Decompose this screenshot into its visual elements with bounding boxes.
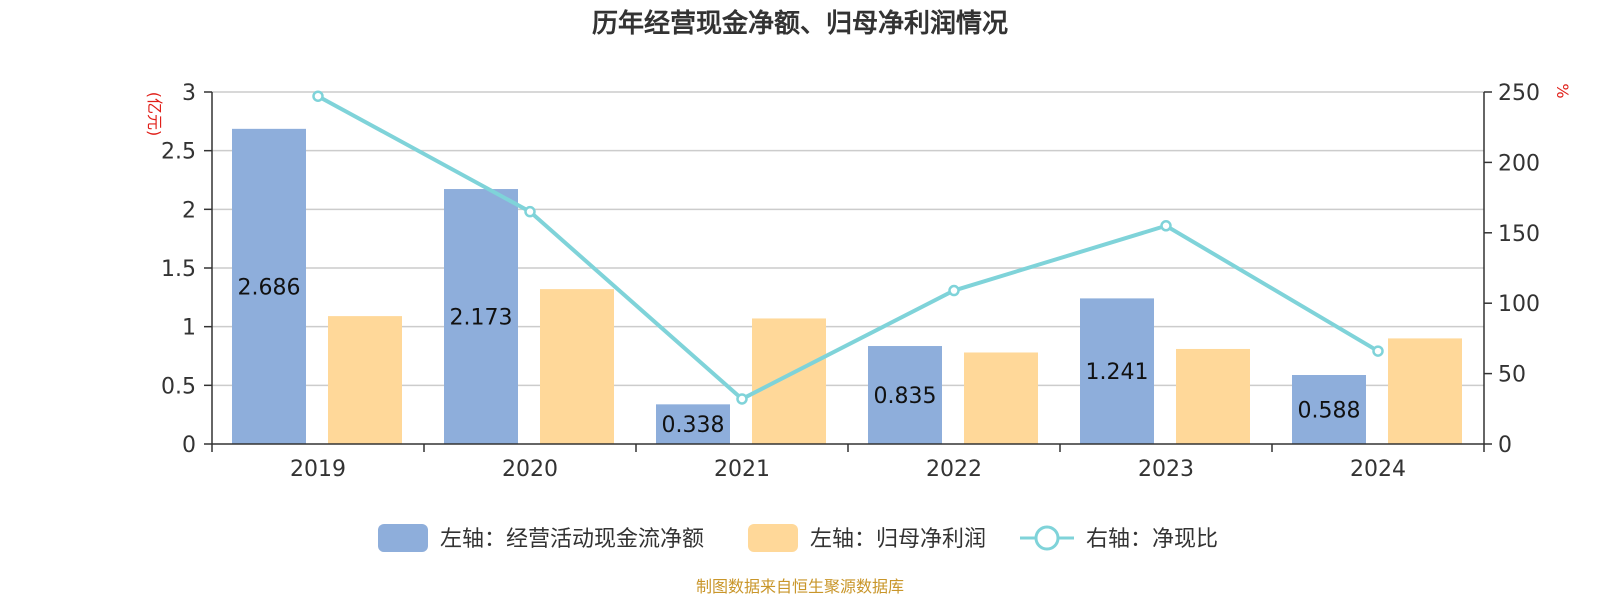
x-tick-label-2021: 2021 [714,457,770,482]
grid-lines [212,91,1484,387]
legend-item-profit[interactable]: 左轴：归母净利润 [748,524,986,552]
x-tick-label-2024: 2024 [1350,457,1406,482]
bar-profit-2023 [1176,348,1250,444]
y-left-tick-label-5: 2.5 [161,140,196,165]
legend-swatch-cashflow [378,524,428,552]
bar-label-cashflow-2021: 0.338 [662,413,725,438]
bar-cashflow-2023 [1080,298,1154,444]
source-note: 制图数据来自恒生聚源数据库 [696,577,904,596]
y-right-tick-labels: 0 50 100 150 200 250 [1498,81,1540,458]
y-left-tick-labels: 0 0.5 1 1.5 2 2.5 3 [161,81,196,458]
y-right-tick-label-1: 50 [1498,363,1526,388]
bar-profit-2019 [328,316,402,444]
ratio-line-path [317,94,1380,402]
bar-cashflow-2024 [1292,375,1366,444]
y-left-tick-label-4: 2 [182,198,196,223]
y-right-tick-label-2: 100 [1498,292,1540,317]
axes [204,91,1492,452]
y-left-tick-label-0: 0 [182,433,196,458]
x-tick-label-2023: 2023 [1138,457,1194,482]
y-right-tick-label-4: 200 [1498,151,1540,176]
ratio-point-2023 [1160,220,1172,232]
ratio-point-2019 [312,90,324,102]
bar-label-cashflow-2020: 2.173 [450,306,513,331]
bar-cashflow-2019 [232,128,306,445]
y-left-tick-label-3: 1.5 [161,257,196,282]
y-right-tick-label-0: 0 [1498,433,1512,458]
y-left-tick-label-6: 3 [182,81,196,106]
bars [232,128,1462,445]
y-right-unit: % [1553,83,1572,98]
legend-swatch-profit [748,524,798,552]
x-tick-label-2020: 2020 [502,457,558,482]
bar-profit-2024 [1388,338,1462,444]
y-right-tick-label-5: 250 [1498,81,1540,106]
ratio-point-2020 [524,205,536,218]
legend-marker-ratio [1034,525,1060,551]
legend-label-ratio: 右轴：净现比 [1086,527,1218,552]
legend: 左轴：经营活动现金流净额 左轴：归母净利润 右轴：净现比 [378,524,1218,552]
legend-item-cashflow[interactable]: 左轴：经营活动现金流净额 [378,524,704,552]
bar-cashflow-2021 [656,404,730,444]
bar-profit-2022 [964,352,1038,444]
y-right-tick-label-3: 150 [1498,222,1540,247]
y-left-tick-label-1: 0.5 [161,374,196,399]
chart-title: 历年经营现金净额、归母净利润情况 [592,8,1008,39]
y-left-unit: (亿元) [145,92,164,137]
x-tick-labels: 2019 2020 2021 2022 2023 2024 [290,457,1406,482]
bar-label-cashflow-2024: 0.588 [1298,399,1361,424]
bar-profit-2021 [752,318,826,444]
ratio-point-2021 [736,393,748,405]
bar-label-cashflow-2022: 0.835 [874,384,937,409]
legend-label-cashflow: 左轴：经营活动现金流净额 [440,527,704,552]
bar-label-cashflow-2023: 1.241 [1086,360,1149,385]
bar-label-cashflow-2019: 2.686 [238,275,301,300]
y-left-tick-label-2: 1 [182,316,196,341]
bar-value-labels: 2.686 2.173 0.338 0.835 1.241 0.588 [238,275,1361,438]
bar-cashflow-2022 [868,346,942,444]
x-tick-label-2019: 2019 [290,457,346,482]
ratio-line [312,90,1384,405]
bar-profit-2020 [540,289,614,444]
ratio-point-2024 [1372,345,1384,357]
legend-label-profit: 左轴：归母净利润 [810,527,986,552]
ratio-point-2022 [948,284,960,297]
x-tick-label-2022: 2022 [926,457,982,482]
legend-item-ratio[interactable]: 右轴：净现比 [1020,525,1218,552]
bar-cashflow-2020 [444,189,518,444]
